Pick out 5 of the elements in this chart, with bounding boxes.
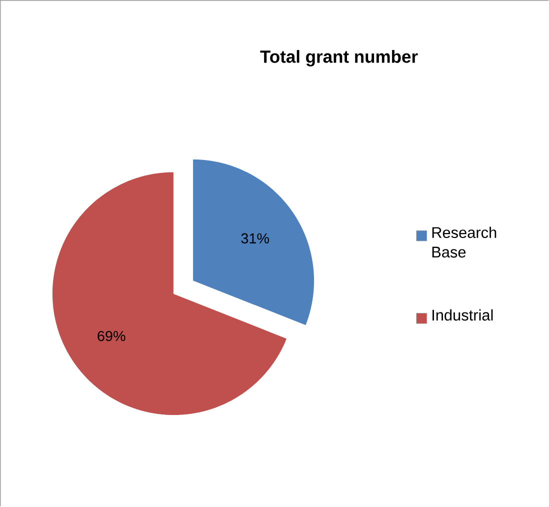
chart-title: Total grant number (260, 50, 418, 67)
legend-label: Research Base (432, 226, 496, 258)
legend-label: Industrial (432, 309, 493, 321)
data-label: 69% (98, 331, 126, 342)
data-label: 31% (241, 233, 269, 244)
